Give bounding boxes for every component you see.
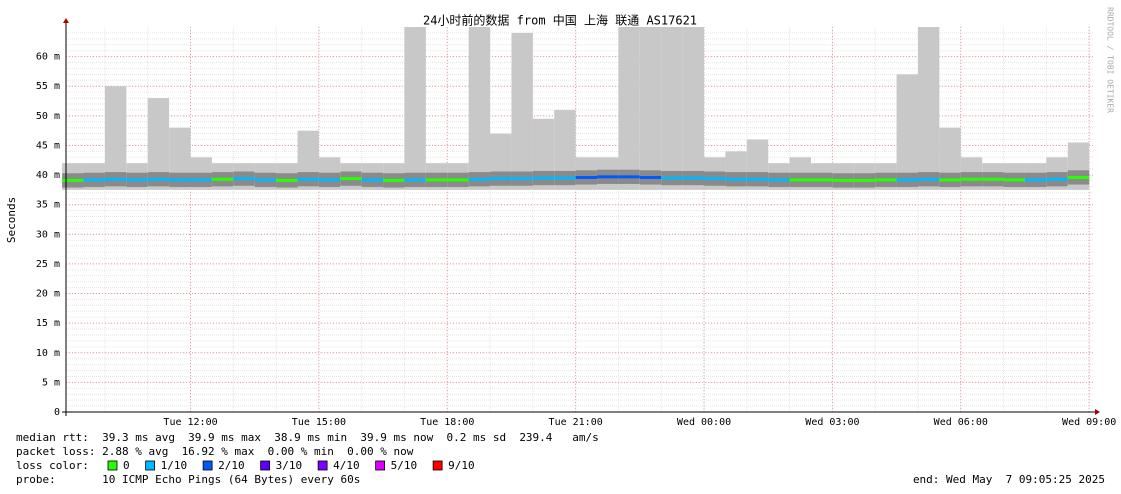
legend-swatch [432, 460, 443, 471]
legend-swatch [260, 460, 271, 471]
stats-line: median rtt: 39.3 ms avg 39.9 ms max 38.9… [16, 431, 599, 444]
x-tick-label: Wed 09:00 [1062, 417, 1116, 428]
x-tick-label: Tue 15:00 [292, 417, 346, 428]
smoke [917, 27, 940, 190]
y-tick-label: 35 m [36, 200, 60, 211]
axis-arrow [1095, 409, 1100, 415]
y-tick-label: 45 m [36, 140, 60, 151]
y-tick-label: 40 m [36, 170, 60, 181]
x-tick-label: Tue 21:00 [549, 417, 603, 428]
smoke [104, 86, 127, 190]
x-tick-label: Tue 12:00 [163, 417, 217, 428]
legend-label: 1/10 [161, 459, 188, 472]
legend-swatch [317, 460, 328, 471]
legend-swatch [107, 460, 118, 471]
y-tick-label: 0 [54, 407, 60, 418]
smoke [404, 27, 426, 190]
y-tick-label: 55 m [36, 81, 60, 92]
y-tick-label: 15 m [36, 318, 60, 329]
legend-label: 5/10 [391, 459, 418, 472]
legend-label: 2/10 [218, 459, 245, 472]
axis-arrow [63, 18, 69, 23]
y-tick-label: 60 m [36, 52, 60, 63]
legend-label: 3/10 [276, 459, 303, 472]
legend-swatch [202, 460, 213, 471]
y-tick-label: 20 m [36, 289, 60, 300]
probe-text: probe: 10 ICMP Echo Pings (64 Bytes) eve… [16, 473, 360, 486]
y-tick-label: 5 m [42, 377, 60, 388]
chart-title: 24小时前的数据 from 中国 上海 联通 AS17621 [423, 13, 697, 28]
smoke [468, 27, 491, 190]
y-tick-label: 25 m [36, 259, 60, 270]
loss-label: loss color: [16, 459, 89, 472]
legend-label: 9/10 [448, 459, 475, 472]
smoke [661, 27, 683, 190]
y-axis-label: Seconds [5, 197, 18, 243]
smoke [618, 27, 640, 190]
legend-label: 4/10 [333, 459, 360, 472]
legend-label: 0 [123, 459, 130, 472]
smoke [511, 32, 533, 190]
smoke [639, 27, 662, 190]
smoke [896, 74, 918, 190]
y-tick-label: 50 m [36, 111, 60, 122]
y-tick-label: 30 m [36, 229, 60, 240]
x-tick-label: Wed 00:00 [677, 417, 731, 428]
smoke [147, 98, 170, 190]
legend-swatch [145, 460, 156, 471]
smoke [554, 109, 576, 190]
stats-line: packet loss: 2.88 % avg 16.92 % max 0.00… [16, 445, 414, 458]
legend-swatch [375, 460, 386, 471]
watermark: RRDTOOL / TOBI OETIKER [1106, 7, 1115, 113]
y-tick-label: 10 m [36, 348, 60, 359]
x-tick-label: Wed 03:00 [805, 417, 859, 428]
smoke [682, 27, 705, 190]
x-tick-label: Wed 06:00 [934, 417, 988, 428]
end-text: end: Wed May 7 09:05:25 2025 [913, 473, 1105, 486]
x-tick-label: Tue 18:00 [420, 417, 474, 428]
